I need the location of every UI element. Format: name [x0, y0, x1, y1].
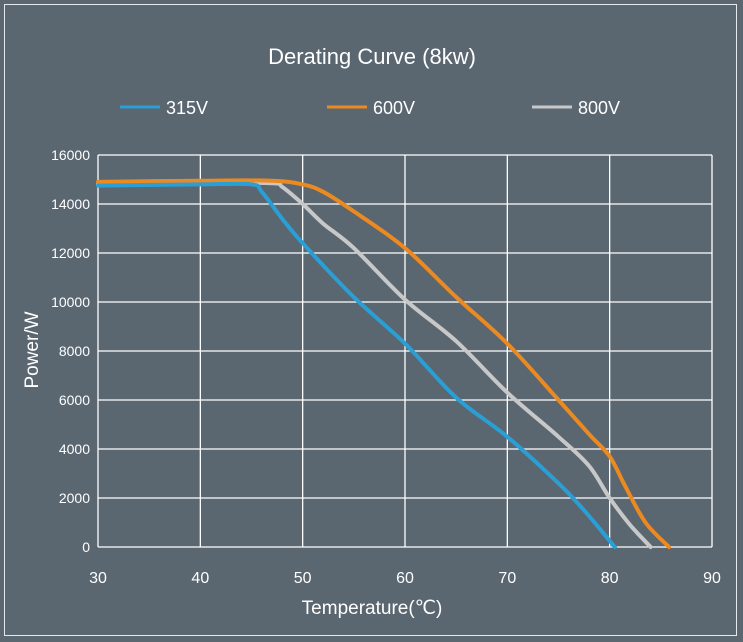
y-tick-label: 6000 — [59, 392, 90, 408]
series-line-315v — [96, 181, 617, 549]
y-tick-label: 14000 — [51, 196, 90, 212]
series-lines — [96, 178, 671, 549]
grid — [97, 154, 713, 548]
x-tick-label: 80 — [601, 570, 619, 587]
x-tick-label: 90 — [703, 570, 721, 587]
y-tick-label: 16000 — [51, 147, 90, 163]
legend-label: 315V — [166, 98, 208, 118]
series-line-600v — [96, 178, 671, 549]
y-axis-label: Power/W — [22, 311, 43, 388]
x-tick-label: 50 — [294, 570, 312, 587]
x-tick-label: 70 — [498, 570, 516, 587]
x-tick-label: 60 — [396, 570, 414, 587]
x-axis-label: Temperature(℃) — [302, 598, 443, 619]
legend: 315V 600V 800V — [120, 98, 620, 118]
chart-title: Derating Curve (8kw) — [268, 44, 476, 69]
series-line-800v — [96, 180, 653, 549]
x-tick-label: 30 — [89, 570, 107, 587]
legend-label: 800V — [578, 98, 620, 118]
y-axis-ticks: 0 2000 4000 6000 8000 10000 12000 14000 16000 — [51, 147, 90, 555]
y-tick-label: 0 — [82, 539, 90, 555]
y-tick-label: 10000 — [51, 294, 90, 310]
y-tick-label: 8000 — [59, 343, 90, 359]
x-axis-ticks: 30 40 50 60 70 80 90 — [89, 570, 721, 587]
y-tick-label: 2000 — [59, 490, 90, 506]
chart-frame — [4, 4, 737, 636]
x-tick-label: 40 — [191, 570, 209, 587]
y-tick-label: 4000 — [59, 441, 90, 457]
legend-label: 600V — [373, 98, 415, 118]
y-tick-label: 12000 — [51, 245, 90, 261]
